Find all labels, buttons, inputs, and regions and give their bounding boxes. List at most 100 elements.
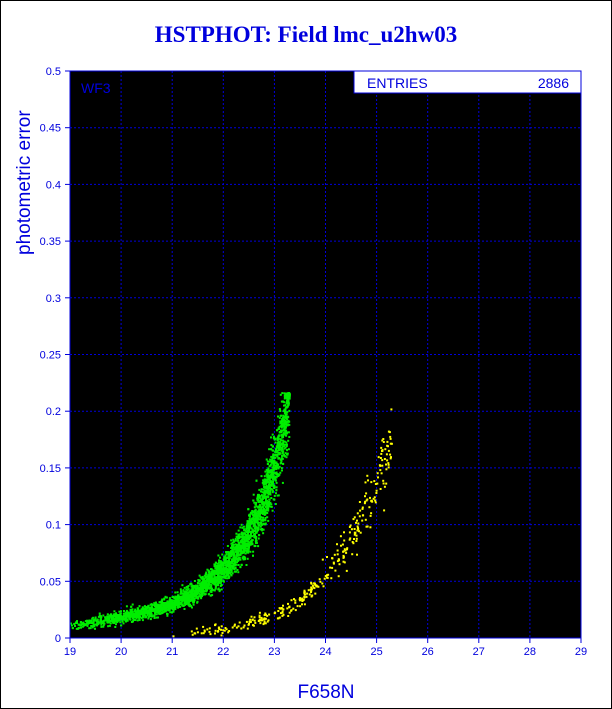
- data-point: [288, 611, 291, 614]
- data-point: [261, 529, 264, 532]
- data-point: [103, 622, 106, 625]
- data-point: [262, 480, 265, 483]
- data-point: [241, 535, 244, 538]
- data-point: [223, 556, 226, 559]
- data-point: [249, 515, 251, 518]
- data-point: [277, 427, 280, 430]
- data-point: [296, 605, 299, 608]
- data-point: [107, 625, 110, 628]
- data-point: [246, 551, 249, 554]
- data-point: [177, 598, 180, 601]
- data-point: [259, 622, 262, 625]
- data-point: [242, 525, 245, 528]
- data-point: [211, 582, 214, 585]
- data-point: [224, 564, 227, 567]
- data-point: [150, 605, 153, 608]
- data-point: [275, 445, 278, 448]
- data-point: [313, 582, 316, 585]
- data-point: [226, 569, 229, 572]
- data-point: [257, 505, 260, 508]
- data-point: [116, 614, 118, 617]
- data-point: [285, 456, 288, 459]
- data-point: [345, 551, 348, 554]
- data-point: [129, 618, 132, 621]
- x-tick-label: 22: [217, 646, 229, 658]
- data-point: [188, 599, 191, 602]
- data-point: [389, 442, 392, 445]
- data-point: [233, 564, 236, 566]
- data-point: [280, 612, 282, 615]
- data-point: [267, 519, 270, 522]
- data-point: [201, 576, 204, 579]
- data-point: [243, 529, 246, 532]
- data-point: [227, 631, 230, 634]
- data-point: [222, 569, 225, 571]
- data-point: [254, 517, 257, 520]
- data-point: [187, 599, 190, 602]
- data-point: [160, 609, 163, 612]
- data-point: [143, 611, 146, 614]
- data-point: [163, 610, 166, 613]
- data-point: [284, 446, 287, 449]
- data-point: [270, 455, 273, 458]
- data-point: [196, 631, 199, 634]
- data-point: [264, 490, 267, 492]
- data-point: [366, 525, 369, 528]
- data-point: [243, 548, 246, 551]
- data-point: [155, 613, 158, 616]
- data-point: [149, 610, 152, 613]
- data-point: [276, 453, 279, 456]
- data-point: [147, 604, 150, 607]
- data-point: [156, 603, 159, 606]
- data-point: [168, 603, 170, 606]
- data-point: [273, 477, 276, 480]
- data-point: [283, 418, 285, 421]
- data-point: [382, 441, 385, 443]
- data-point: [232, 545, 235, 548]
- data-point: [234, 543, 237, 546]
- data-point: [126, 618, 129, 621]
- data-point: [284, 409, 287, 412]
- data-point: [269, 474, 272, 477]
- data-point: [80, 626, 82, 629]
- data-point: [247, 532, 249, 535]
- data-point: [389, 453, 392, 456]
- data-point: [265, 481, 268, 484]
- data-point: [257, 537, 260, 540]
- data-point: [217, 581, 220, 583]
- data-point: [123, 610, 125, 612]
- data-point: [377, 456, 380, 459]
- data-point: [152, 608, 155, 611]
- data-point: [280, 426, 283, 429]
- data-point: [281, 418, 284, 421]
- data-point: [149, 618, 152, 621]
- data-point: [152, 609, 155, 612]
- data-point: [275, 466, 277, 469]
- data-point: [197, 589, 200, 592]
- data-point: [274, 479, 277, 482]
- data-point: [272, 437, 275, 440]
- data-point: [266, 495, 269, 498]
- data-point: [254, 503, 257, 506]
- data-point: [243, 545, 246, 548]
- series-1: [172, 408, 393, 638]
- data-point: [266, 463, 269, 465]
- data-point: [236, 561, 238, 564]
- data-point: [89, 620, 92, 623]
- data-point: [355, 537, 358, 540]
- data-point: [279, 410, 282, 412]
- data-point: [221, 568, 224, 571]
- data-point: [236, 553, 239, 556]
- data-point: [125, 617, 128, 620]
- data-point: [266, 492, 269, 495]
- data-point: [310, 591, 312, 593]
- data-point: [237, 537, 239, 540]
- data-point: [174, 608, 177, 611]
- data-point: [88, 627, 91, 630]
- data-point: [236, 554, 239, 557]
- data-point: [268, 613, 271, 616]
- data-point: [210, 591, 213, 593]
- data-point: [281, 425, 284, 428]
- data-point: [185, 590, 187, 593]
- data-point: [210, 573, 213, 576]
